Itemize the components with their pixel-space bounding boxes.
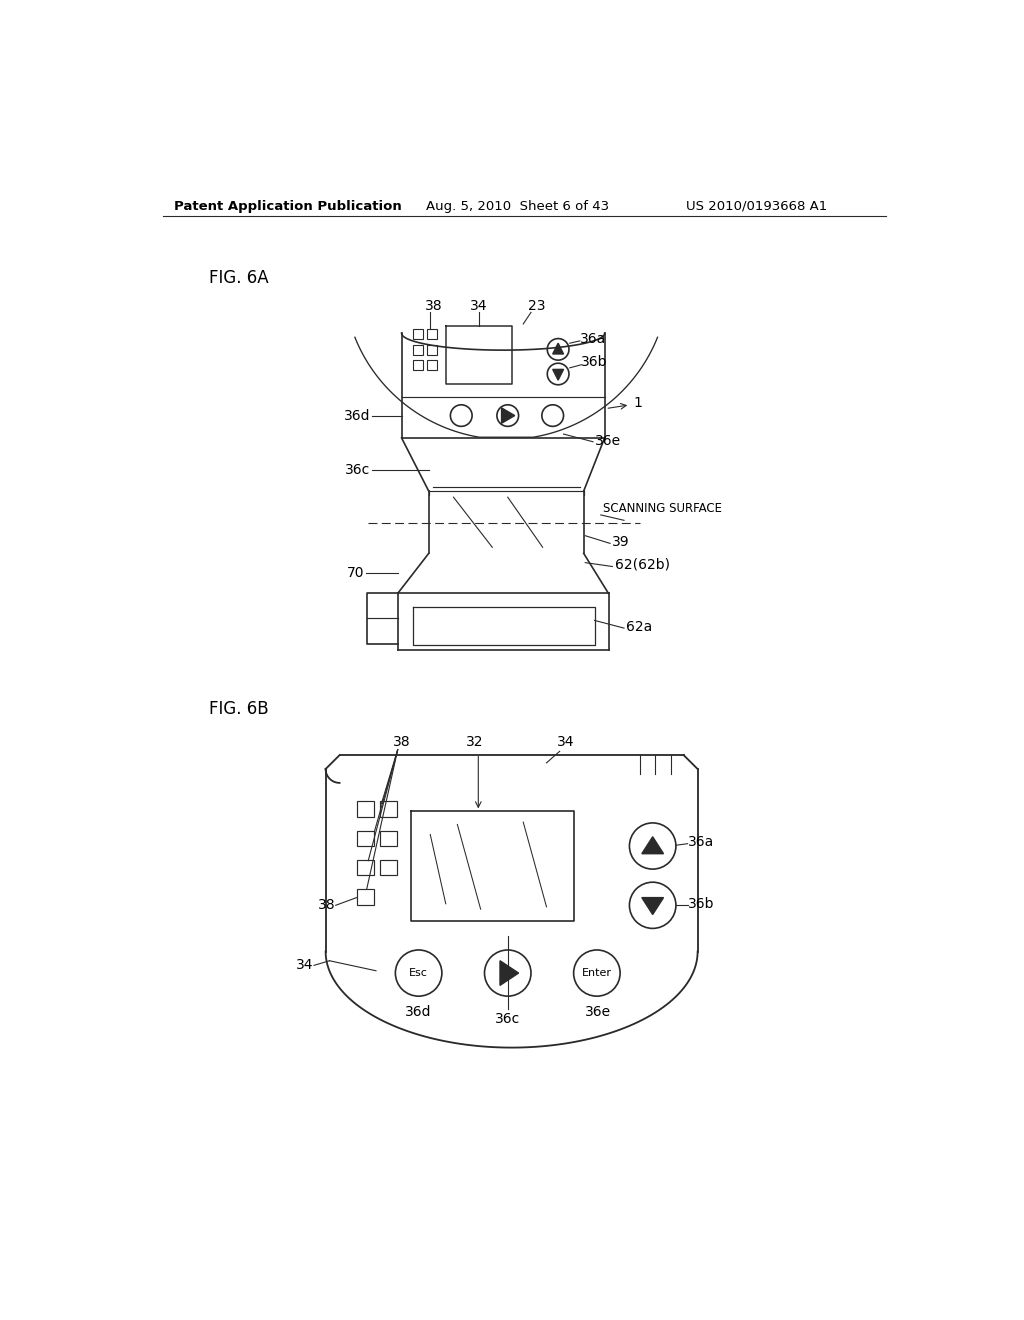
Text: 36d: 36d [344, 409, 371, 422]
Text: 39: 39 [612, 535, 630, 549]
Polygon shape [500, 961, 518, 985]
Text: 36a: 36a [580, 333, 606, 346]
Text: Aug. 5, 2010  Sheet 6 of 43: Aug. 5, 2010 Sheet 6 of 43 [426, 199, 609, 213]
Text: 34: 34 [296, 958, 313, 973]
Polygon shape [642, 837, 664, 854]
Polygon shape [642, 898, 664, 915]
Text: 36b: 36b [687, 896, 714, 911]
Text: 70: 70 [347, 566, 365, 579]
Text: 38: 38 [318, 899, 336, 912]
Text: 36d: 36d [406, 1005, 432, 1019]
Text: 38: 38 [425, 300, 443, 313]
Text: 36c: 36c [345, 463, 371, 478]
Text: US 2010/0193668 A1: US 2010/0193668 A1 [686, 199, 827, 213]
Text: 62(62b): 62(62b) [614, 558, 670, 572]
Polygon shape [502, 408, 515, 424]
Text: Enter: Enter [582, 968, 612, 978]
Text: 38: 38 [393, 735, 411, 748]
Text: Patent Application Publication: Patent Application Publication [174, 199, 402, 213]
Text: 34: 34 [470, 300, 487, 313]
Text: 1: 1 [633, 396, 642, 411]
Text: 34: 34 [557, 735, 574, 748]
Text: 36e: 36e [595, 434, 622, 447]
Text: 36e: 36e [586, 1005, 611, 1019]
Text: 36a: 36a [687, 836, 714, 849]
Text: 23: 23 [527, 300, 545, 313]
Text: Esc: Esc [410, 968, 428, 978]
Text: 32: 32 [466, 735, 483, 748]
Text: FIG. 6B: FIG. 6B [209, 700, 269, 718]
Text: 36b: 36b [582, 355, 608, 370]
Text: 62a: 62a [627, 619, 652, 634]
Text: FIG. 6A: FIG. 6A [209, 269, 269, 286]
Text: 36c: 36c [496, 1012, 520, 1026]
Text: SCANNING SURFACE: SCANNING SURFACE [603, 502, 722, 515]
Polygon shape [553, 343, 563, 354]
Polygon shape [553, 370, 563, 380]
